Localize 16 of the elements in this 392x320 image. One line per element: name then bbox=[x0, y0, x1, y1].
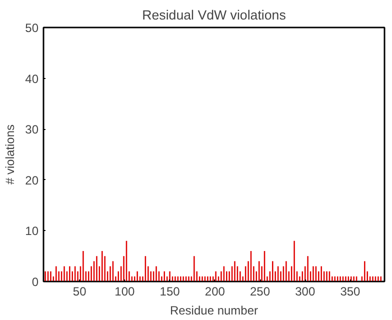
x-tick-label: 300 bbox=[295, 284, 316, 298]
x-tick-label: 250 bbox=[250, 284, 270, 298]
x-tick-label: 100 bbox=[114, 284, 136, 298]
y-tick-label: 0 bbox=[32, 275, 39, 289]
y-tick-label: 50 bbox=[25, 21, 39, 35]
y-axis-title: # violations bbox=[3, 124, 18, 185]
y-tick-label: 30 bbox=[25, 122, 39, 137]
x-axis-title: Residue number bbox=[170, 304, 258, 318]
y-tick-label: 20 bbox=[25, 173, 39, 188]
x-tick-label: 350 bbox=[340, 284, 361, 298]
y-tick-label: 10 bbox=[25, 224, 39, 238]
x-tick-label: 150 bbox=[160, 284, 180, 298]
x-tick-label: 50 bbox=[72, 284, 87, 298]
y-tick-label: 40 bbox=[25, 72, 39, 86]
chart-title: Residual VdW violations bbox=[142, 8, 286, 22]
x-tick-label: 200 bbox=[204, 284, 226, 298]
